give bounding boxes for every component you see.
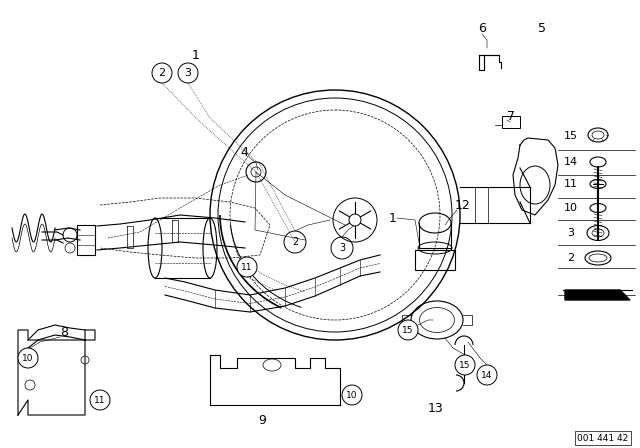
Text: 7: 7 (507, 109, 515, 122)
Circle shape (398, 320, 418, 340)
Text: 10: 10 (22, 353, 34, 362)
Text: 1: 1 (389, 211, 397, 224)
Circle shape (90, 390, 110, 410)
Text: 11: 11 (94, 396, 106, 405)
Text: 3: 3 (184, 68, 191, 78)
Text: 8: 8 (60, 326, 68, 339)
Circle shape (18, 348, 38, 368)
Text: 13: 13 (428, 401, 444, 414)
Text: 14: 14 (564, 157, 578, 167)
Text: 5: 5 (538, 22, 546, 34)
Polygon shape (565, 290, 630, 300)
Bar (77, 225, 95, 255)
Circle shape (178, 63, 198, 83)
Text: 2: 2 (568, 253, 575, 263)
Text: 2: 2 (292, 237, 298, 247)
Text: 10: 10 (564, 203, 578, 213)
Circle shape (342, 385, 362, 405)
Text: 2: 2 (159, 68, 166, 78)
Text: 15: 15 (403, 326, 413, 335)
Text: 9: 9 (258, 414, 266, 426)
Text: 6: 6 (478, 22, 486, 34)
Text: 11: 11 (241, 263, 253, 271)
Text: 10: 10 (346, 391, 358, 400)
Text: 12: 12 (455, 198, 471, 211)
Circle shape (477, 365, 497, 385)
Text: 15: 15 (564, 131, 578, 141)
Text: 3: 3 (568, 228, 575, 238)
Text: 3: 3 (339, 243, 345, 253)
Circle shape (237, 257, 257, 277)
Circle shape (455, 355, 475, 375)
Text: 1: 1 (192, 48, 200, 61)
Bar (502, 116, 520, 128)
Circle shape (152, 63, 172, 83)
Text: 4: 4 (240, 146, 248, 159)
Bar (415, 250, 455, 270)
Text: 11: 11 (564, 179, 578, 189)
Text: 14: 14 (481, 370, 493, 379)
Text: 001 441 42: 001 441 42 (577, 434, 628, 443)
Text: 15: 15 (460, 361, 471, 370)
Circle shape (349, 214, 361, 226)
